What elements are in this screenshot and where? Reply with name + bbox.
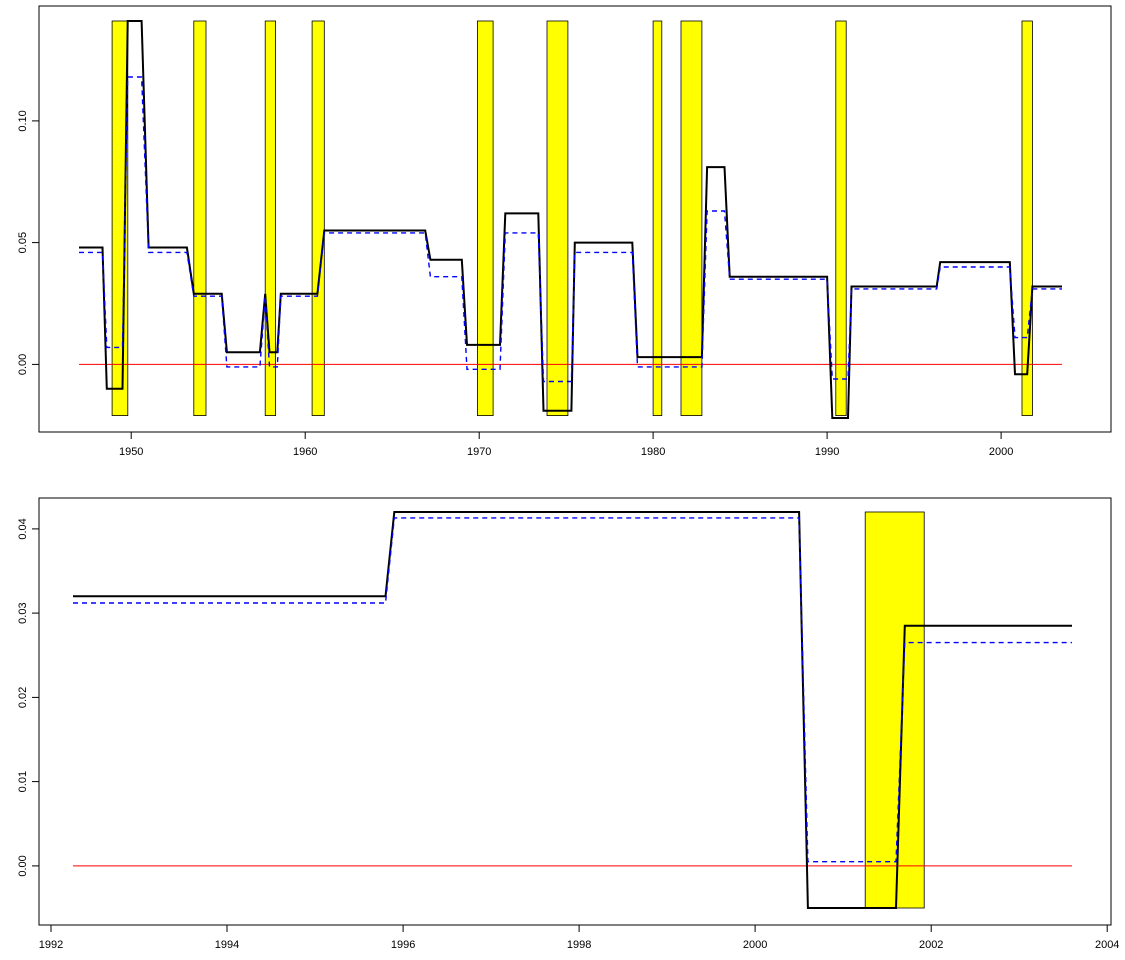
- chart-top-y-tick-label-1: 0.05: [17, 232, 29, 253]
- chart-top-series-solid-line: [79, 20, 1062, 419]
- chart-bottom-y-tick-label-4: 0.04: [17, 518, 29, 539]
- chart-bottom-y-tick-label-0: 0.00: [17, 855, 29, 876]
- chart-top-x-tick-label-1: 1960: [293, 446, 317, 458]
- chart-top-x-tick-label-2: 1970: [467, 446, 491, 458]
- chart-panel-bottom: 1992 1994 1996 1998 2000 2002 2004 0.00 0.01 0.02…: [17, 497, 1119, 951]
- chart-panel-top: 1950 1960 1970 1980 1990 2000 0.00 0.05 0.10: [17, 5, 1112, 458]
- chart-bottom-x-tick-label-3: 1998: [567, 939, 591, 951]
- chart-top-shaded-period-8: [835, 20, 847, 417]
- chart-bottom-y-tick-label-2: 0.02: [17, 687, 29, 708]
- chart-bottom-x-tick-label-4: 2000: [743, 939, 767, 951]
- chart-top-x-tick-label-0: 1950: [119, 446, 143, 458]
- chart-top-shaded-period-3: [311, 20, 325, 417]
- chart-bottom-y-tick-label-3: 0.03: [17, 602, 29, 623]
- chart-top-x-tick-label-3: 1980: [641, 446, 665, 458]
- chart-bottom-x-tick-label-1: 1994: [215, 939, 239, 951]
- chart-top-shaded-period-7: [680, 20, 703, 417]
- chart-top-shaded-period-9: [1021, 20, 1033, 417]
- chart-bottom-x-tick-label-5: 2002: [919, 939, 943, 951]
- chart-top-shaded-period-6: [652, 20, 663, 417]
- chart-top-shaded-period-4: [476, 20, 494, 417]
- chart-bottom-series-dashed-line: [73, 517, 1072, 863]
- chart-top-y-tick-label-2: 0.10: [17, 110, 29, 131]
- chart-bottom-plot-frame: [38, 497, 1112, 926]
- chart-top-x-tick-label-4: 1990: [815, 446, 839, 458]
- chart-top-x-tick-label-5: 2000: [989, 446, 1013, 458]
- chart-top-y-tick-label-0: 0.00: [17, 354, 29, 375]
- chart-bottom-x-tick-label-2: 1996: [391, 939, 415, 951]
- chart-top-shaded-period-1: [193, 20, 207, 417]
- chart-top-shaded-period-5: [546, 20, 569, 417]
- chart-bottom-x-tick-label-6: 2004: [1095, 939, 1119, 951]
- chart-bottom-x-tick-label-0: 1992: [39, 939, 63, 951]
- chart-top-series-dashed-line: [79, 76, 1062, 383]
- chart-bottom-shaded-period-0: [864, 511, 925, 909]
- chart-bottom-y-tick-label-1: 0.01: [17, 771, 29, 792]
- chart-top-shaded-period-2: [264, 20, 277, 417]
